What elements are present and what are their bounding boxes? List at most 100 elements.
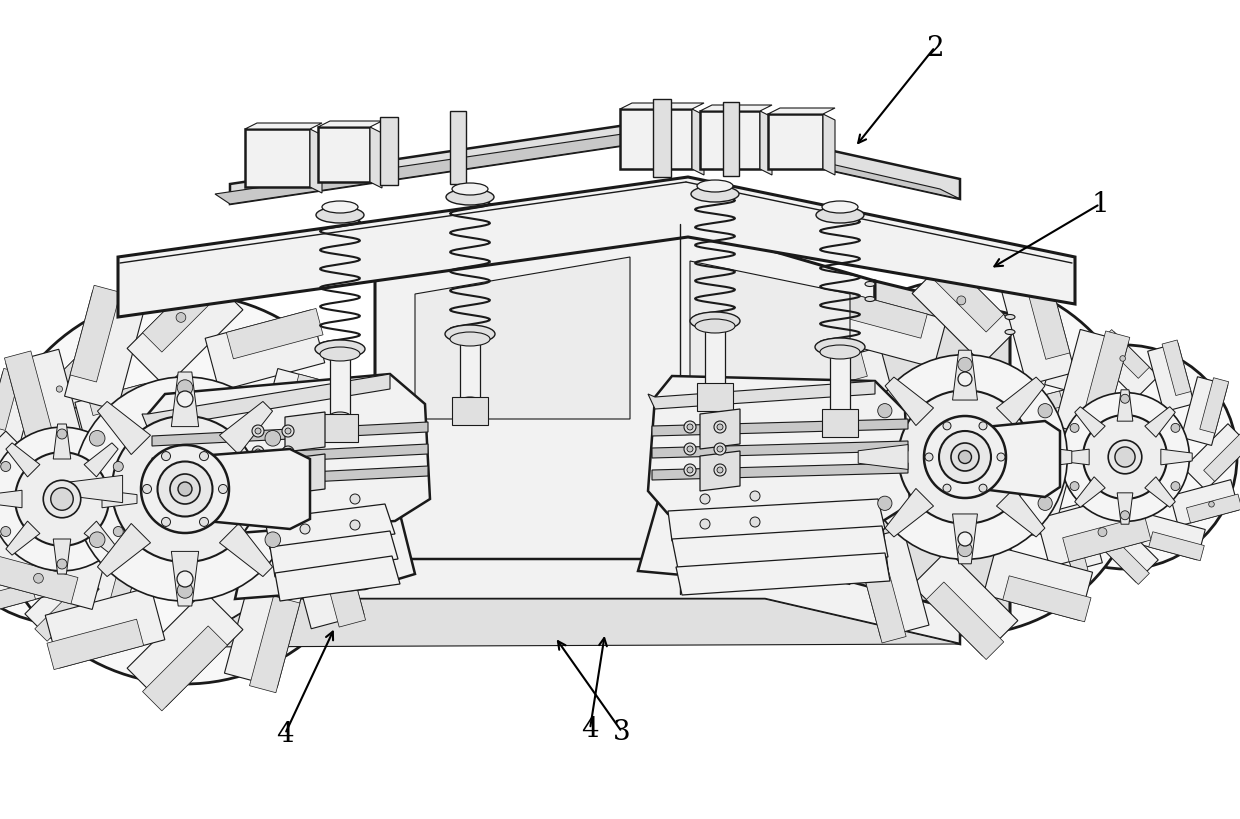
Ellipse shape bbox=[689, 313, 740, 331]
Circle shape bbox=[218, 485, 227, 494]
Ellipse shape bbox=[0, 295, 379, 684]
Polygon shape bbox=[1084, 332, 1130, 420]
Polygon shape bbox=[1091, 516, 1158, 582]
Polygon shape bbox=[965, 422, 1060, 497]
Circle shape bbox=[265, 431, 280, 446]
Polygon shape bbox=[5, 351, 55, 448]
Polygon shape bbox=[0, 369, 21, 431]
Polygon shape bbox=[676, 554, 890, 595]
Circle shape bbox=[1121, 511, 1130, 520]
Polygon shape bbox=[6, 522, 40, 555]
Polygon shape bbox=[1183, 424, 1240, 491]
Polygon shape bbox=[0, 554, 78, 604]
Polygon shape bbox=[185, 600, 960, 647]
Polygon shape bbox=[913, 550, 1018, 656]
Polygon shape bbox=[0, 583, 36, 615]
Ellipse shape bbox=[112, 416, 258, 563]
Polygon shape bbox=[1204, 433, 1240, 482]
Polygon shape bbox=[219, 524, 273, 577]
Polygon shape bbox=[926, 256, 1003, 333]
Circle shape bbox=[980, 485, 987, 492]
Polygon shape bbox=[620, 104, 704, 110]
Polygon shape bbox=[171, 373, 198, 427]
Polygon shape bbox=[1171, 480, 1239, 527]
Polygon shape bbox=[1148, 532, 1204, 561]
Polygon shape bbox=[0, 432, 83, 547]
Text: 4: 4 bbox=[277, 721, 294, 748]
Circle shape bbox=[687, 446, 693, 452]
Polygon shape bbox=[1008, 391, 1064, 420]
Polygon shape bbox=[1075, 407, 1105, 437]
Circle shape bbox=[56, 387, 62, 392]
Polygon shape bbox=[1075, 477, 1105, 508]
Ellipse shape bbox=[1004, 315, 1016, 320]
Polygon shape bbox=[822, 410, 858, 437]
Polygon shape bbox=[143, 268, 227, 353]
Circle shape bbox=[827, 534, 836, 543]
Polygon shape bbox=[1117, 391, 1133, 422]
Circle shape bbox=[714, 422, 725, 433]
Circle shape bbox=[980, 423, 987, 430]
Polygon shape bbox=[25, 564, 99, 639]
Bar bbox=[653, 100, 671, 178]
Polygon shape bbox=[74, 385, 151, 437]
Ellipse shape bbox=[939, 432, 991, 483]
Polygon shape bbox=[310, 130, 322, 194]
Polygon shape bbox=[145, 526, 177, 588]
Ellipse shape bbox=[1109, 441, 1142, 474]
Ellipse shape bbox=[959, 451, 971, 464]
Polygon shape bbox=[285, 455, 325, 495]
Polygon shape bbox=[649, 377, 910, 527]
Circle shape bbox=[714, 443, 725, 455]
Ellipse shape bbox=[460, 397, 480, 405]
Polygon shape bbox=[270, 532, 398, 577]
Ellipse shape bbox=[0, 428, 134, 571]
Polygon shape bbox=[701, 106, 773, 112]
Polygon shape bbox=[1045, 354, 1101, 382]
Polygon shape bbox=[248, 476, 303, 503]
Bar bbox=[330, 355, 350, 417]
Ellipse shape bbox=[1115, 447, 1135, 468]
Polygon shape bbox=[1058, 450, 1089, 465]
Polygon shape bbox=[453, 397, 489, 426]
Polygon shape bbox=[697, 383, 733, 411]
Polygon shape bbox=[1137, 514, 1205, 560]
Circle shape bbox=[959, 373, 972, 387]
Polygon shape bbox=[1055, 503, 1102, 571]
Polygon shape bbox=[415, 258, 630, 419]
Polygon shape bbox=[861, 555, 906, 643]
Polygon shape bbox=[87, 550, 139, 627]
Polygon shape bbox=[913, 259, 1018, 364]
Circle shape bbox=[717, 468, 723, 473]
Circle shape bbox=[957, 296, 966, 305]
Bar bbox=[701, 112, 760, 170]
Polygon shape bbox=[1101, 330, 1149, 379]
Circle shape bbox=[113, 462, 123, 472]
Polygon shape bbox=[652, 441, 908, 459]
Polygon shape bbox=[143, 627, 227, 711]
Ellipse shape bbox=[320, 347, 360, 361]
Ellipse shape bbox=[330, 413, 350, 420]
Circle shape bbox=[1171, 482, 1180, 491]
Polygon shape bbox=[126, 272, 243, 387]
Circle shape bbox=[113, 527, 123, 536]
Text: 3: 3 bbox=[614, 718, 631, 745]
Bar bbox=[620, 110, 692, 170]
Bar bbox=[246, 130, 310, 188]
Bar bbox=[830, 352, 849, 414]
Ellipse shape bbox=[863, 355, 1068, 559]
Bar bbox=[768, 115, 823, 170]
Polygon shape bbox=[275, 556, 401, 601]
Circle shape bbox=[285, 450, 291, 455]
Polygon shape bbox=[1148, 344, 1194, 412]
Polygon shape bbox=[0, 491, 22, 508]
Polygon shape bbox=[885, 489, 934, 537]
Ellipse shape bbox=[820, 346, 861, 360]
Ellipse shape bbox=[450, 333, 490, 346]
Ellipse shape bbox=[322, 201, 358, 214]
Circle shape bbox=[161, 452, 171, 461]
Text: 4: 4 bbox=[582, 716, 599, 743]
Text: 1: 1 bbox=[1091, 192, 1109, 218]
Polygon shape bbox=[952, 514, 977, 564]
Circle shape bbox=[1171, 424, 1180, 432]
